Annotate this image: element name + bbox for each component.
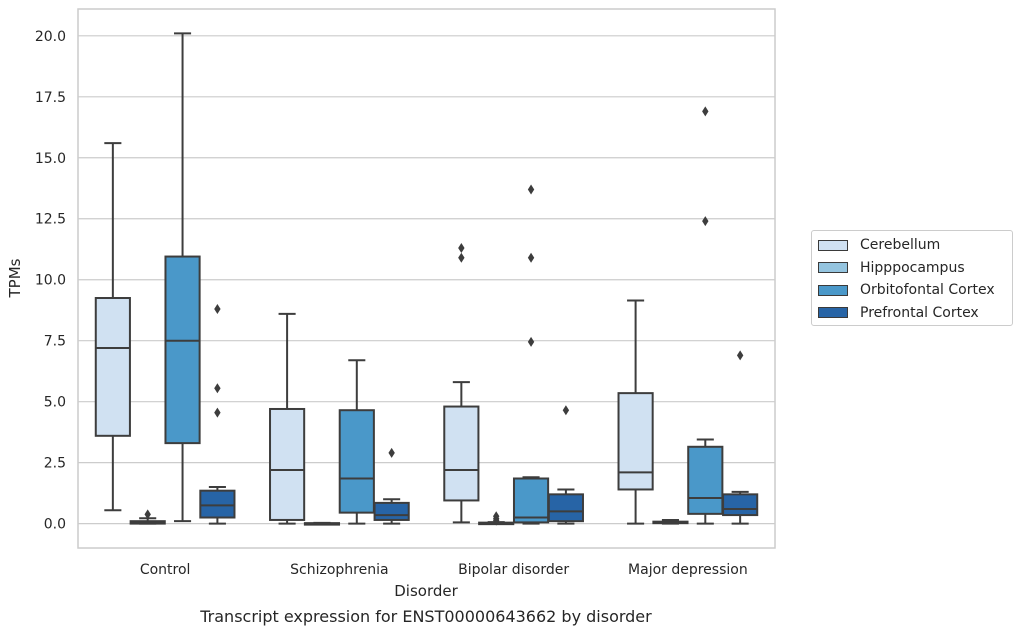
outlier-point [458,243,465,254]
box-cerebellum [269,312,306,525]
box-cerebellum [94,142,131,512]
plot-border [77,8,776,549]
outlier-point [736,350,744,361]
box-prefrontal-cortex [547,405,584,525]
x-tick-label: Major depression [628,562,748,578]
outlier-point [493,511,500,522]
legend-swatch [818,262,848,273]
box-iqr [547,493,584,523]
box-hipppocampus [478,511,515,526]
box-iqr [94,297,131,437]
outlier-point [527,336,535,347]
x-axis-label: Disorder [394,582,458,600]
box-iqr [338,409,375,514]
box-orbitofontal-cortex [512,184,550,525]
legend: Cerebellum Hipppocampus Orbitofontal Corte… [811,230,1013,326]
outlier-point [214,303,221,314]
box-iqr [687,445,724,515]
legend-swatch [818,284,848,296]
box-iqr [443,405,480,502]
outlier-point [562,405,570,416]
outlier-point [388,447,395,458]
box-iqr [512,477,550,524]
y-tick-label: 7.5 [44,334,66,350]
box-iqr [617,392,654,491]
legend-item: Hipppocampus [818,258,965,278]
legend-item: Prefrontal Cortex [818,303,979,323]
box-hipppocampus [652,518,689,525]
x-tick-label: Bipolar disorder [458,562,569,578]
y-tick-label: 12.5 [35,212,66,228]
y-tick-label: 17.5 [35,90,66,106]
legend-label: Prefrontal Cortex [860,304,979,321]
legend-item: Orbitofontal Cortex [818,280,995,300]
legend-swatch [818,307,848,318]
legend-label: Cerebellum [860,237,941,253]
outlier-point [214,407,221,418]
plot-frame [77,8,776,549]
box-iqr [164,255,201,445]
legend-item: Cerebellum [818,235,940,255]
box-cerebellum [617,299,654,525]
y-tick-label: 15.0 [35,151,66,167]
y-tick-label: 0.0 [44,517,66,533]
x-tick-label: Schizophrenia [290,562,388,578]
box-hipppocampus [303,521,341,526]
outlier-point [144,509,151,520]
box-iqr [373,501,410,521]
y-tick-label: 10.0 [35,273,66,289]
box-orbitofontal-cortex [338,359,375,525]
y-axis-label: TPMs [6,258,24,298]
y-tick-label: 20.0 [35,29,66,45]
box-iqr [199,489,236,519]
outlier-point [702,216,709,227]
y-tick-label: 2.5 [44,456,66,472]
x-tick-label: Control [140,562,191,578]
box-hipppocampus [129,509,166,525]
box-prefrontal-cortex [373,447,410,525]
y-tick-label: 5.0 [44,395,66,411]
outlier-point [458,252,465,263]
outlier-point [527,252,535,263]
outlier-point [527,184,535,195]
box-iqr [722,493,759,517]
outlier-point [702,106,709,117]
tick-labels: 0.0 2.5 5.0 7.5 10.0 12.5 15.0 17.5 20.0 Control S… [35,29,748,578]
legend-label: Hipppocampus [860,259,965,276]
box-prefrontal-cortex [199,303,236,525]
outlier-point [214,383,221,394]
chart-caption: Transcript expression for ENST0000064366… [199,607,652,626]
box-cerebellum [443,243,480,524]
box-orbitofontal-cortex [164,32,201,523]
box-orbitofontal-cortex [687,106,724,525]
legend-label: Orbitofontal Cortex [860,282,995,298]
legend-swatch [818,239,848,251]
box-prefrontal-cortex [722,350,759,525]
box-series-layer [94,32,759,526]
box-iqr [269,407,306,521]
